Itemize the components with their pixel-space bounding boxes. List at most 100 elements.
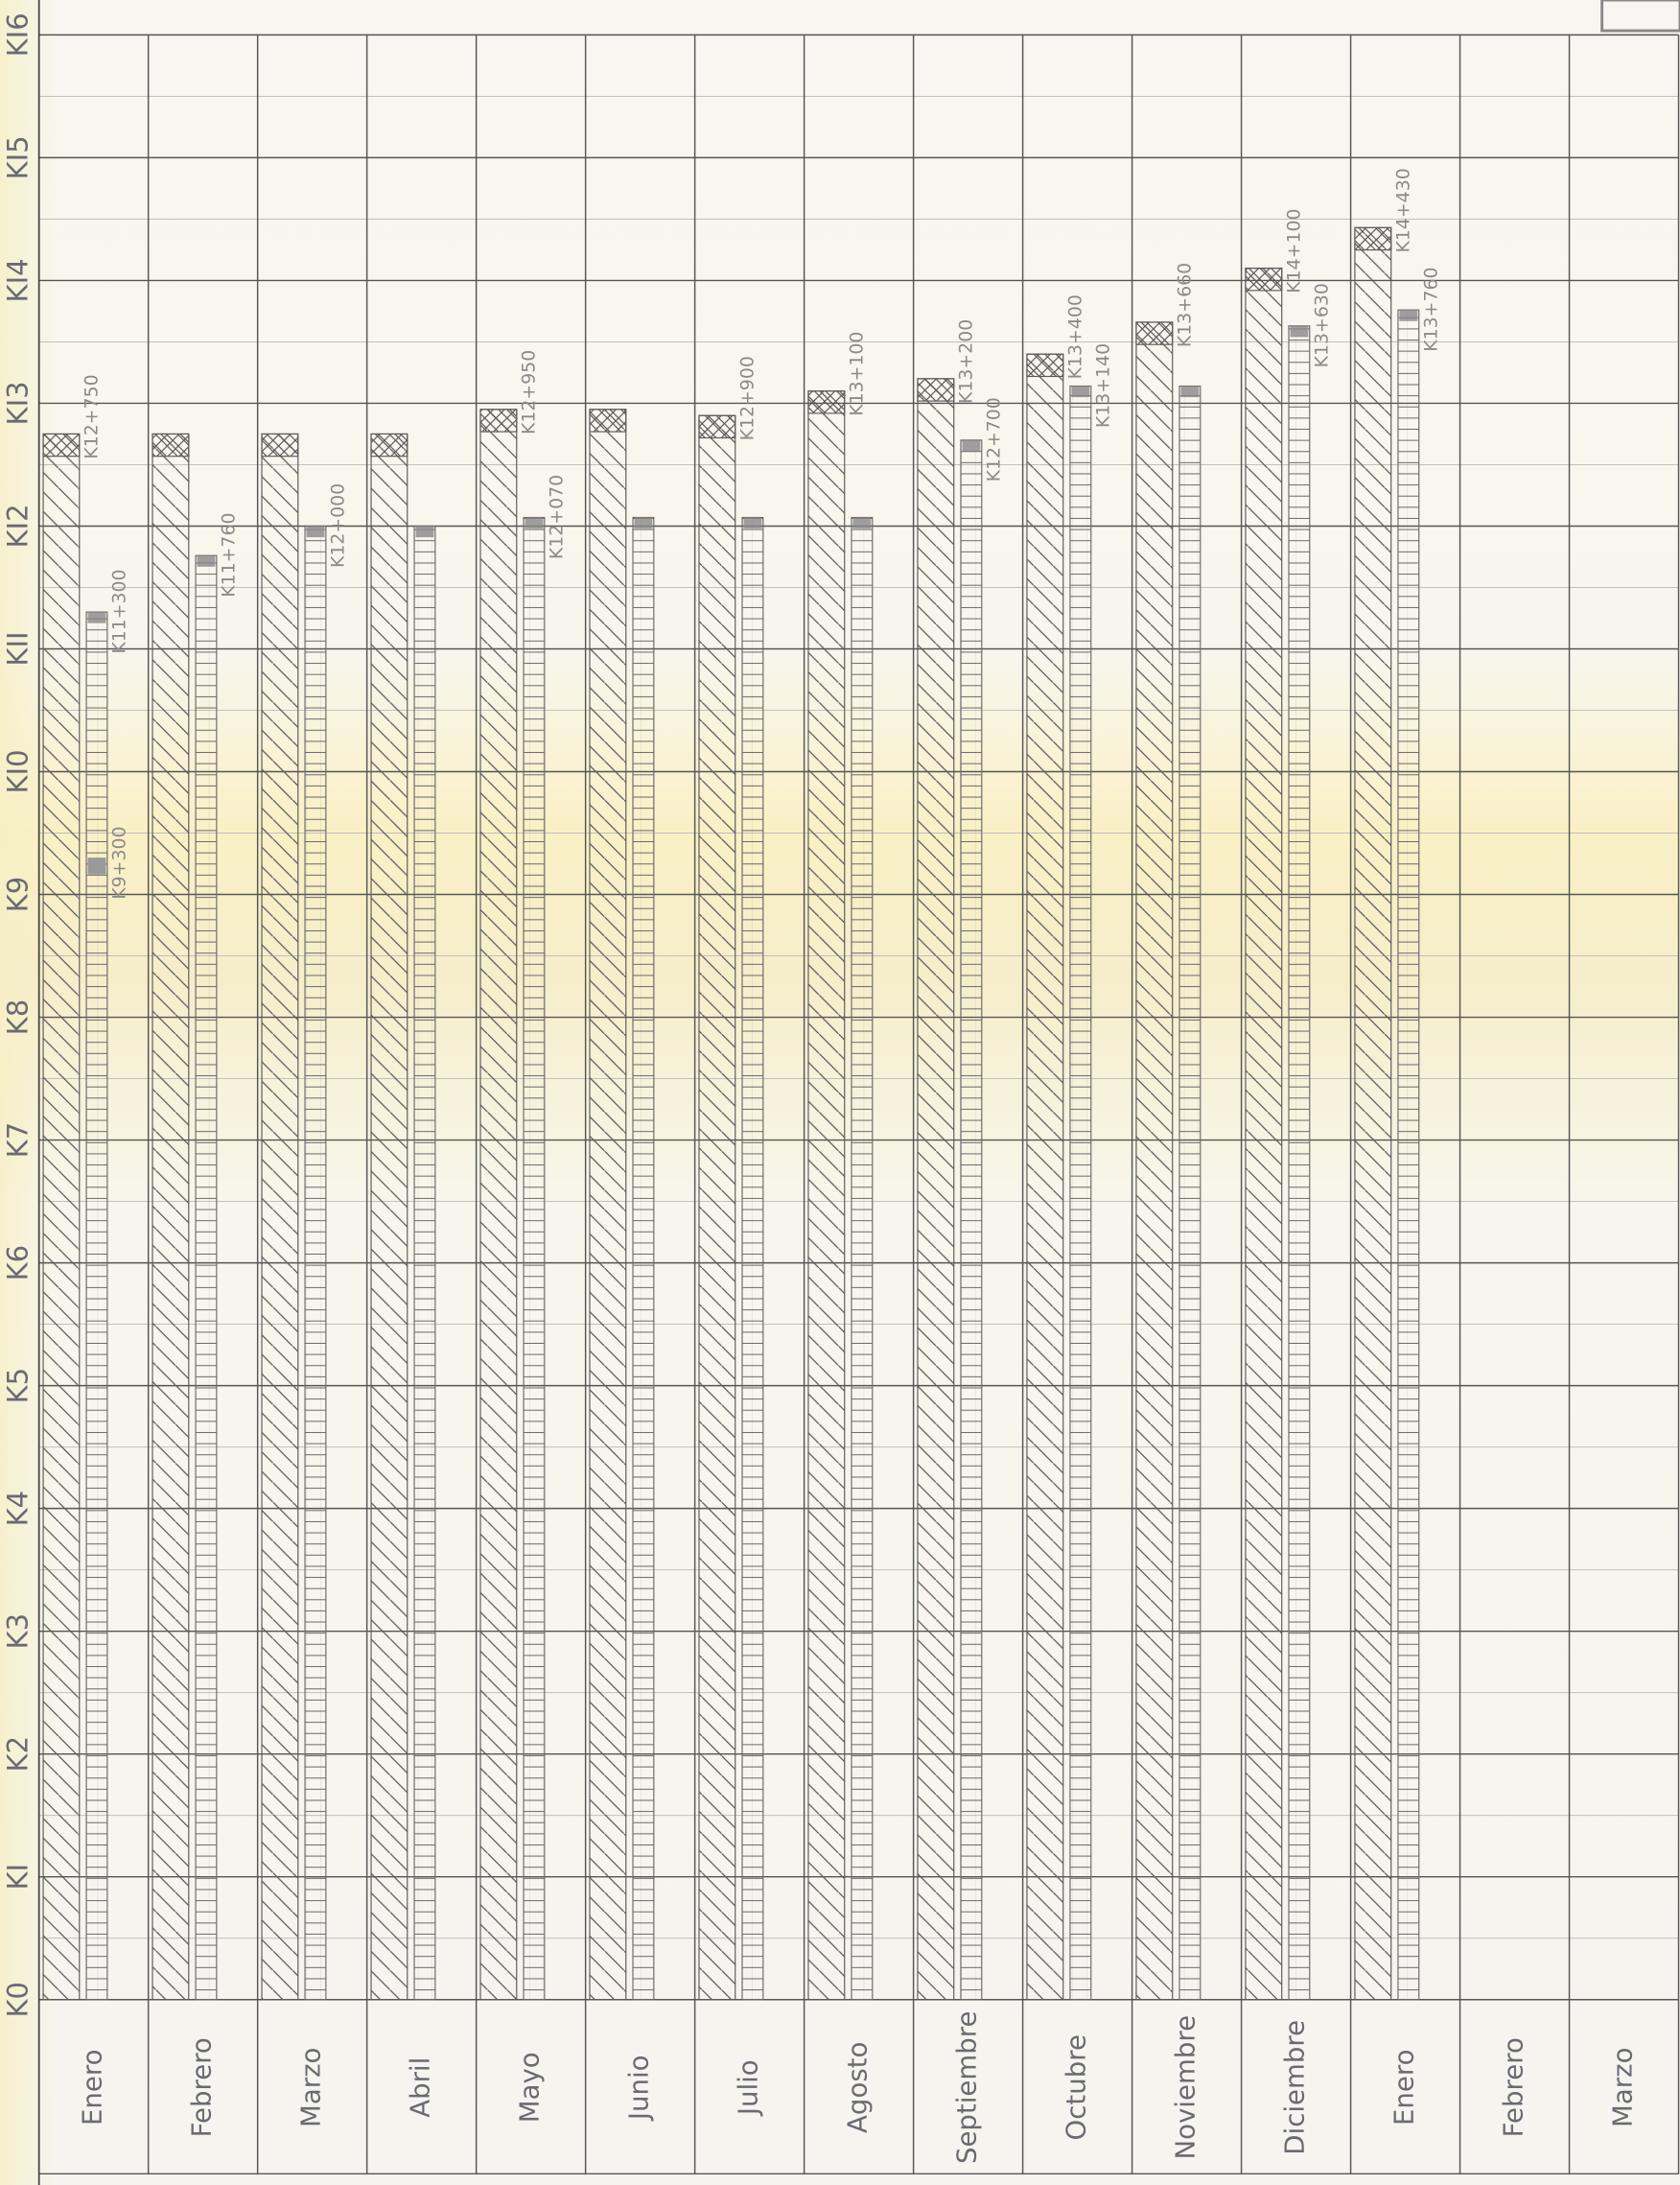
y-tick-label: K5 xyxy=(1,1368,34,1404)
bar-cap xyxy=(743,518,761,529)
x-tick-label: Febrero xyxy=(1498,2037,1529,2137)
bar xyxy=(633,518,654,2000)
y-tick-label: K7 xyxy=(1,1122,34,1159)
y-tick-label: K4 xyxy=(1,1491,34,1527)
bar-cap xyxy=(1290,326,1308,338)
y-tick-label: KII xyxy=(1,631,34,666)
bar xyxy=(742,518,763,2000)
x-tick-label: Junio xyxy=(623,2055,655,2122)
bar xyxy=(1398,310,1419,2000)
chart: K0 KI K2 K3 K4 K5 K6 K7 K8 K9 KI0 KII KI2 KI3 KI4 KI5 KI… xyxy=(0,0,1680,2185)
bar xyxy=(961,440,982,2000)
value-label: K13+400 xyxy=(1064,294,1085,379)
bar xyxy=(1289,326,1310,2000)
bar-cap xyxy=(590,410,626,432)
bar-cap xyxy=(525,518,543,529)
x-tick-label: Abril xyxy=(405,2057,436,2118)
y-tick-label: K6 xyxy=(1,1245,34,1281)
value-label: K12+700 xyxy=(983,397,1004,482)
bar-cap xyxy=(1071,387,1089,398)
bar-cap xyxy=(1399,310,1417,321)
bar xyxy=(699,415,735,1999)
y-tick-label: K8 xyxy=(1,999,34,1036)
bar-cap xyxy=(262,434,298,456)
y-tick-label: KI3 xyxy=(1,381,34,425)
value-label: K13+100 xyxy=(846,332,867,416)
x-tick-label: Julio xyxy=(733,2059,764,2117)
bar-cap xyxy=(1355,227,1391,249)
bar-cap xyxy=(634,518,652,529)
bar xyxy=(1070,387,1091,2000)
value-label: K12+000 xyxy=(327,483,348,568)
x-tick-label: Septiembre xyxy=(951,2010,983,2164)
bar xyxy=(152,434,189,1999)
x-tick-label: Marzo xyxy=(295,2048,327,2127)
y-tick-label: K2 xyxy=(1,1736,34,1773)
y-tick-label: KI6 xyxy=(1,12,34,57)
y-tick-label: KI2 xyxy=(1,504,34,548)
annotation: K9+300 xyxy=(108,826,129,899)
value-label: K12+950 xyxy=(518,350,539,435)
bar-cap xyxy=(480,410,517,432)
bar-cap xyxy=(962,440,980,452)
bar-cap xyxy=(699,415,735,437)
value-label: K11+760 xyxy=(218,513,239,598)
bar xyxy=(371,434,408,1999)
bar xyxy=(1136,322,1173,2000)
y-tick-label: K0 xyxy=(1,1982,34,2018)
bar-cap xyxy=(918,379,954,401)
bar xyxy=(86,612,107,2000)
bar xyxy=(808,391,845,2000)
bar-cap xyxy=(1027,354,1063,376)
bar-cap xyxy=(1136,322,1173,344)
bar-cap xyxy=(43,434,80,456)
x-tick-label: Diciembre xyxy=(1279,2020,1311,2155)
value-label: K13+140 xyxy=(1092,343,1113,428)
bar xyxy=(414,526,435,1999)
bar-cap xyxy=(307,526,325,537)
value-label: K13+630 xyxy=(1311,283,1332,367)
x-tick-label: Octubre xyxy=(1061,2034,1092,2140)
x-tick-label: Enero xyxy=(77,2049,108,2126)
y-tick-label: K9 xyxy=(1,877,34,913)
y-tick-label: K3 xyxy=(1,1613,34,1650)
y-tick-label: KI5 xyxy=(1,135,34,179)
value-label: K14+430 xyxy=(1392,168,1413,252)
bar xyxy=(918,379,954,2000)
value-label: K12+750 xyxy=(81,374,102,458)
bar xyxy=(43,434,80,1999)
y-tick-label: KI0 xyxy=(1,749,34,793)
value-label: K12+070 xyxy=(546,475,567,559)
bar-cap xyxy=(1246,269,1282,291)
bar xyxy=(196,555,217,2000)
bar xyxy=(305,526,326,1999)
value-label: K13+760 xyxy=(1420,267,1441,351)
value-label: K14+100 xyxy=(1283,209,1304,294)
annotation-mark xyxy=(88,858,106,874)
x-tick-label: Agosto xyxy=(842,2042,874,2133)
bar xyxy=(1246,269,1282,2000)
bar-cap xyxy=(852,518,871,529)
bar-cap xyxy=(808,391,845,413)
x-tick-label: Mayo xyxy=(514,2052,546,2123)
x-tick-label: Febrero xyxy=(186,2037,218,2137)
value-label: K11+300 xyxy=(108,569,129,653)
value-label: K13+660 xyxy=(1174,263,1195,347)
x-tick-label: Noviembre xyxy=(1170,2015,1202,2160)
x-tick-label: Enero xyxy=(1388,2049,1420,2126)
bar xyxy=(852,518,873,2000)
y-tick-label: KI4 xyxy=(1,258,34,302)
y-tick-label: KI xyxy=(1,1864,34,1891)
bar-cap xyxy=(415,526,433,537)
bar-cap xyxy=(88,612,106,623)
bar-cap xyxy=(152,434,189,456)
bar xyxy=(480,410,517,2000)
bar xyxy=(1179,387,1201,2000)
bar xyxy=(262,434,298,1999)
bar xyxy=(1027,354,1063,2000)
value-label: K12+900 xyxy=(736,356,758,440)
value-label: K13+200 xyxy=(955,319,976,404)
bar xyxy=(590,410,626,2000)
bar-cap xyxy=(198,555,216,567)
bar xyxy=(1355,227,1391,1999)
